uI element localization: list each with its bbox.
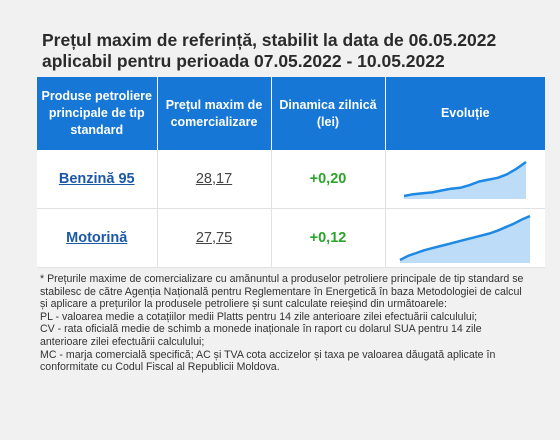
delta-cell: +0,12	[271, 208, 386, 268]
title-line-1: Prețul maxim de referință, stabilit la d…	[42, 30, 497, 50]
header-product: Produse petroliere principale de tip sta…	[37, 77, 158, 150]
price-value-motorina[interactable]: 27,75	[195, 230, 233, 246]
footnotes: * Prețurile maxime de comercializare cu …	[40, 273, 530, 374]
title-line-2: aplicabil pentru perioada 07.05.2022 - 1…	[42, 51, 445, 71]
header-evolution: Evoluție	[385, 77, 545, 150]
delta-value-motorina: +0,12	[309, 230, 347, 246]
fuel-price-table: Produse petroliere principale de tip sta…	[37, 77, 545, 268]
header-delta: Dinamica zilnică (lei)	[271, 77, 386, 150]
price-cell: 27,75	[157, 208, 272, 268]
sparkline-benzina	[404, 160, 527, 199]
evolution-cell	[385, 208, 545, 268]
delta-value-benzina: +0,20	[309, 171, 347, 187]
sparkline-area	[404, 162, 527, 199]
table-row: Motorină 27,75 +0,12	[37, 208, 545, 268]
sparkline-area	[400, 216, 531, 263]
footnote-mc: MC - marja comercială specifică; AC și T…	[40, 348, 496, 374]
footnote-cv: CV - rata oficială medie de schimb a mon…	[40, 323, 482, 348]
product-link-motorina[interactable]: Motorină	[66, 230, 128, 246]
sparkline-line	[404, 160, 527, 198]
footnote-pl: PL - valoarea medie a cotațiilor medii P…	[40, 310, 478, 323]
table-header-row: Produse petroliere principale de tip sta…	[37, 77, 545, 150]
product-cell: Motorină	[37, 208, 158, 268]
fuel-price-table-container: Produse petroliere principale de tip sta…	[37, 77, 545, 268]
page-title: Prețul maxim de referință, stabilit la d…	[42, 30, 542, 72]
sparkline-motorina	[399, 214, 531, 263]
price-value-benzina[interactable]: 28,17	[195, 171, 233, 187]
sparkline-line	[399, 214, 531, 262]
header-price: Prețul maxim de comercializare	[157, 77, 272, 150]
product-link-benzina[interactable]: Benzină 95	[58, 171, 135, 187]
footnote-intro: * Prețurile maxime de comercializare cu …	[40, 273, 524, 311]
delta-cell: +0,20	[271, 150, 386, 209]
evolution-cell	[385, 150, 545, 209]
product-cell: Benzină 95	[37, 150, 158, 209]
table-row: Benzină 95 28,17 +0,20	[37, 150, 545, 209]
price-cell: 28,17	[157, 150, 272, 209]
